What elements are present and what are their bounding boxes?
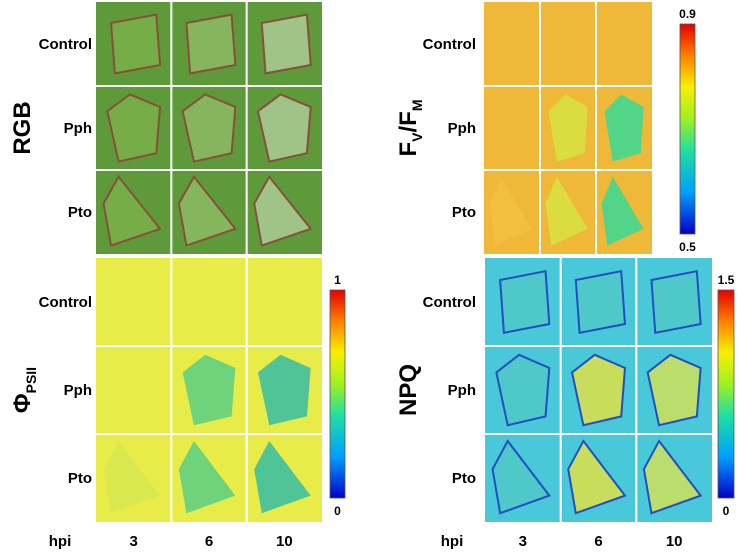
lesion [257,354,311,426]
column-label: 3 [129,533,137,550]
lesion [567,439,627,515]
label-part: F [395,142,422,157]
column-label: 6 [205,533,213,550]
lesion [548,94,588,162]
lesion [601,176,644,246]
label-part: NPQ [395,364,422,416]
panel-label: FV/FM [395,99,425,156]
lesion [182,354,236,426]
column-label: 10 [276,533,293,550]
row-label: Pto [452,470,476,487]
lesion [256,93,312,163]
label-subscript: M [409,99,425,111]
colorbar-min: 0 [723,504,730,518]
lesion [260,13,312,75]
lesion [491,439,551,515]
lesion [574,270,627,334]
panel-label: RGB [9,101,36,154]
column-label: 6 [594,533,602,550]
lesion [604,94,644,162]
lesion [110,13,162,75]
panel-label: NPQ [395,364,422,416]
row-label: Control [423,294,476,311]
row-label: Pph [448,382,476,399]
label-part: Φ [9,393,36,413]
colorbar-min: 0 [334,504,341,518]
lesion [646,353,702,427]
row-label: Pph [448,120,476,137]
colorbar-min: 0.5 [679,240,696,254]
label-part: RGB [9,101,36,154]
label-subscript: PSII [23,367,39,393]
column-axis-label: hpi [49,533,72,550]
colorbar-max: 1 [334,273,341,287]
colorbar [329,289,346,499]
colorbar-max: 0.9 [679,7,696,21]
row-label: Pto [68,204,92,221]
lesion [495,353,551,427]
lesion [499,270,551,334]
lesion [254,441,311,514]
lesion [177,174,238,247]
lesion [650,270,702,334]
row-label: Pto [68,470,92,487]
lesion [545,176,588,246]
row-label: Control [423,36,476,53]
label-subscript: V [409,132,425,142]
lesion [181,93,237,163]
column-label: 10 [666,533,683,550]
row-label: Pto [452,204,476,221]
lesion [178,441,236,514]
column-label: 3 [519,533,527,550]
colorbar-max: 1.5 [718,273,735,287]
row-label: Control [39,36,92,53]
lesion [106,93,162,163]
panel-label: ΦPSII [9,367,39,413]
colorbar [679,23,696,235]
lesion [103,441,161,514]
lesion [253,174,313,247]
column-axis-label: hpi [441,533,464,550]
row-label: Control [39,294,92,311]
label-part: /F [395,111,422,132]
colorbar [717,289,735,499]
lesion [642,439,703,515]
row-label: Pph [64,120,92,137]
lesion [102,174,162,247]
lesion [185,13,237,75]
lesion [570,353,627,427]
row-label: Pph [64,382,92,399]
lesion [489,176,532,246]
